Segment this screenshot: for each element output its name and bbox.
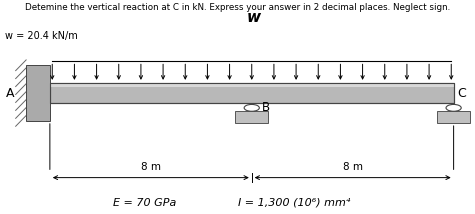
Text: Detemine the vertical reaction at C in kN. Express your answer in 2 decimal plac: Detemine the vertical reaction at C in k… bbox=[25, 3, 450, 12]
Text: E = 70 GPa: E = 70 GPa bbox=[113, 198, 177, 208]
Bar bbox=[235, 111, 268, 123]
Text: w = 20.4 kN/m: w = 20.4 kN/m bbox=[5, 31, 77, 41]
Text: A: A bbox=[6, 87, 14, 100]
Bar bbox=[50, 83, 454, 87]
Bar bbox=[437, 111, 470, 123]
Bar bbox=[26, 65, 50, 121]
Bar bbox=[50, 83, 454, 103]
Text: 8 m: 8 m bbox=[342, 162, 363, 172]
Text: I = 1,300 (10⁶) mm⁴: I = 1,300 (10⁶) mm⁴ bbox=[238, 198, 351, 208]
Circle shape bbox=[244, 104, 259, 111]
Circle shape bbox=[446, 104, 461, 111]
Text: w: w bbox=[247, 10, 261, 25]
Text: C: C bbox=[457, 87, 466, 100]
Text: 8 m: 8 m bbox=[141, 162, 161, 172]
Text: B: B bbox=[262, 101, 270, 114]
Bar bbox=[50, 83, 454, 103]
